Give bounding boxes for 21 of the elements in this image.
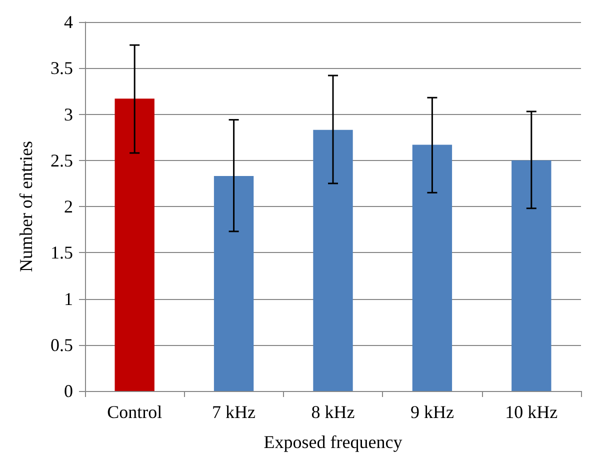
y-tick-label: 3.5 bbox=[50, 58, 73, 78]
bar bbox=[412, 144, 452, 391]
y-tick-label: 3 bbox=[64, 104, 73, 124]
y-tick-label: 0.5 bbox=[50, 334, 73, 355]
x-tick-label: 10 kHz bbox=[505, 402, 558, 422]
x-tick-label: 8 kHz bbox=[311, 402, 355, 422]
y-axis-title: Number of entries bbox=[16, 141, 36, 272]
bar bbox=[313, 130, 353, 391]
x-tick-label: 9 kHz bbox=[410, 402, 454, 422]
y-tick-label: 2 bbox=[64, 196, 73, 216]
y-tick-label: 2.5 bbox=[50, 150, 73, 170]
bar bbox=[512, 160, 552, 391]
y-tick-label: 1 bbox=[64, 288, 73, 309]
x-axis-title: Exposed frequency bbox=[264, 432, 402, 452]
y-tick-label: 4 bbox=[64, 12, 73, 32]
bar bbox=[114, 98, 154, 391]
x-tick-label: Control bbox=[107, 402, 162, 422]
y-tick-label: 1.5 bbox=[50, 242, 73, 263]
bar bbox=[214, 176, 254, 391]
x-tick-label: 7 kHz bbox=[212, 402, 256, 422]
y-tick-label: 0 bbox=[64, 381, 73, 401]
